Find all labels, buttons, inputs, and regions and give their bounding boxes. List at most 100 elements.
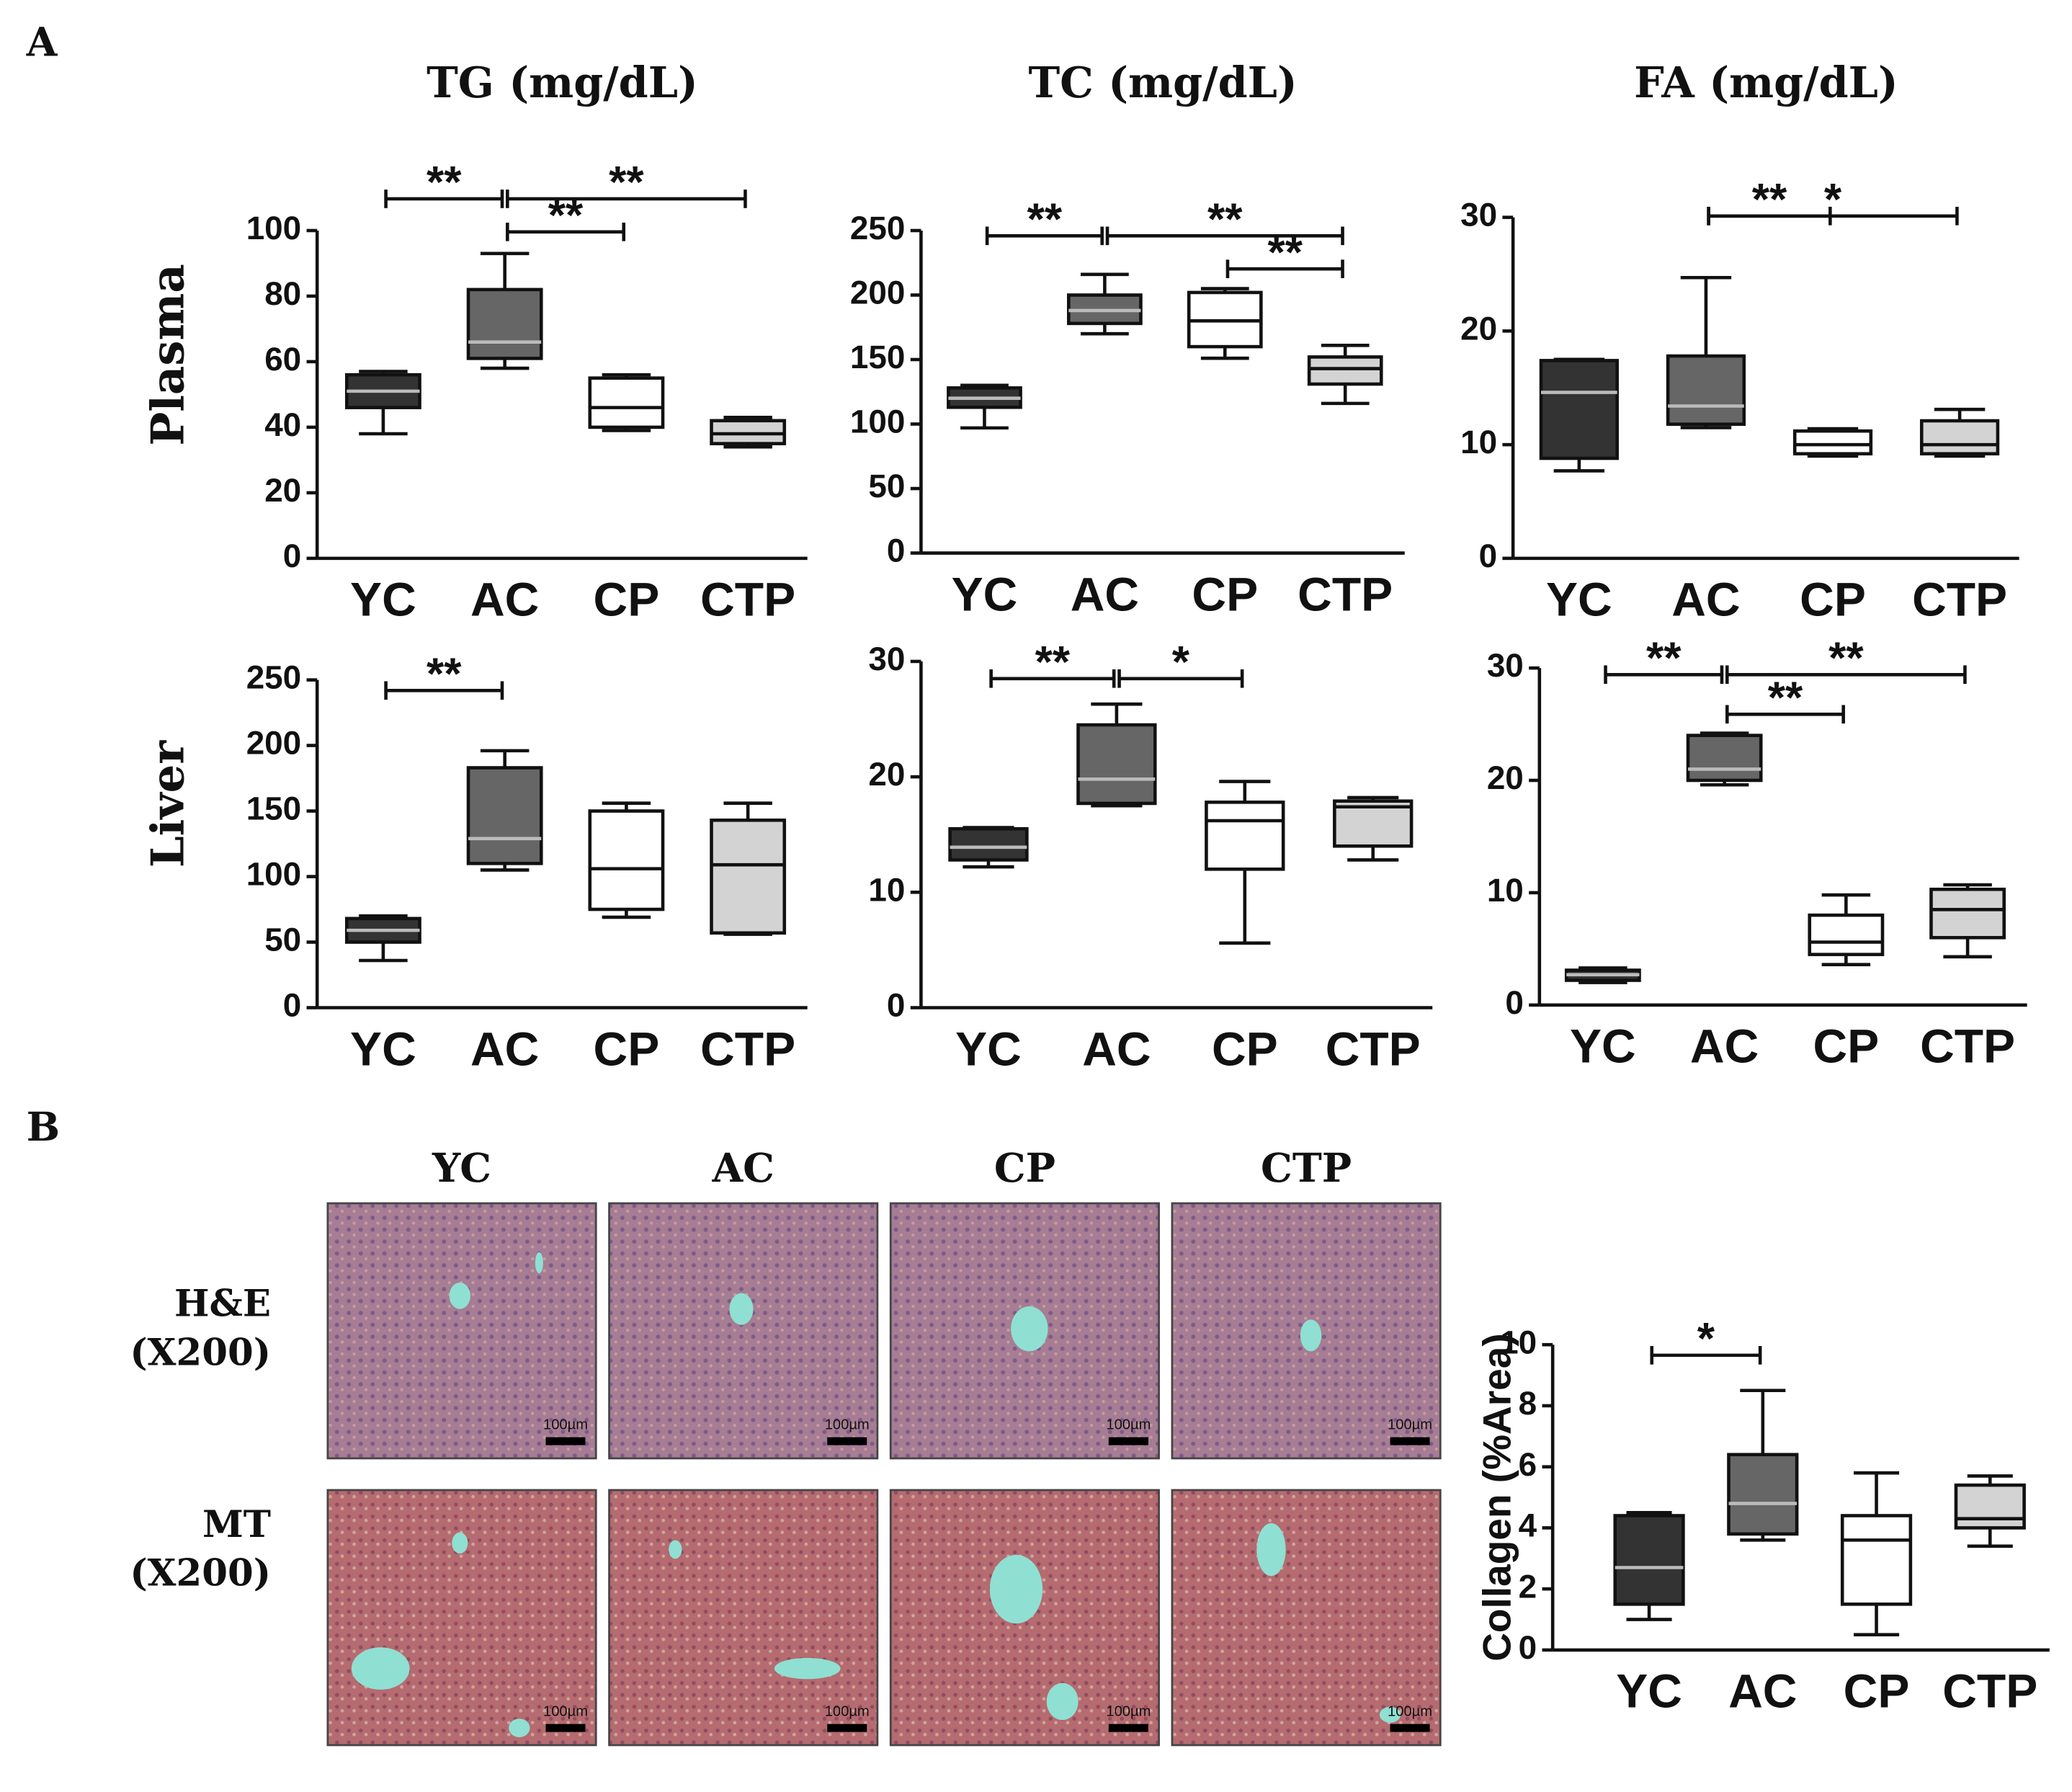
y-tick-label: 50	[868, 467, 905, 504]
y-tick-label: 2	[1519, 1567, 1537, 1605]
vessel	[449, 1282, 470, 1309]
box	[1727, 1453, 1799, 1536]
x-tick-label: YC	[350, 1022, 416, 1075]
x-tick-label: CTP	[1912, 573, 2007, 626]
y-tick-label: 60	[264, 340, 301, 378]
y-tick-label: 30	[1460, 196, 1497, 233]
box	[588, 809, 665, 911]
stain-label: MT	[202, 1503, 271, 1546]
scale-bar-label: 100µm	[543, 1417, 588, 1432]
column-label: CP	[994, 1144, 1055, 1191]
vessel	[669, 1540, 682, 1559]
significance-label: *	[1697, 1314, 1715, 1364]
x-tick-label: CP	[1800, 573, 1866, 626]
x-tick-label: CTP	[1298, 567, 1393, 620]
x-tick-label: AC	[1728, 1664, 1797, 1718]
box	[588, 376, 665, 429]
significance-label: **	[427, 158, 462, 208]
y-tick-label: 20	[1487, 759, 1524, 796]
box	[1205, 801, 1285, 871]
y-tick-label: 10	[1460, 423, 1497, 460]
y-tick-label: 20	[1460, 309, 1497, 347]
vessel	[1011, 1306, 1048, 1352]
y-tick-label: 0	[887, 532, 906, 569]
x-tick-label: CP	[1212, 1022, 1278, 1075]
scale-bar	[1108, 1437, 1148, 1445]
y-tick-label: 100	[850, 403, 906, 440]
x-tick-label: YC	[1616, 1664, 1682, 1718]
x-tick-label: YC	[952, 567, 1018, 620]
vessel	[774, 1657, 841, 1680]
significance-label: **	[1828, 633, 1864, 683]
vessel	[351, 1647, 410, 1690]
magnification-label: (X200)	[130, 1552, 271, 1595]
significance-label: **	[427, 649, 462, 699]
micrograph	[1171, 1489, 1442, 1747]
micrograph	[608, 1489, 879, 1747]
y-tick-label: 20	[868, 755, 905, 793]
y-tick-label: 0	[283, 986, 302, 1024]
scale-bar-label: 100µm	[1106, 1417, 1151, 1432]
row-label: Plasma	[140, 264, 194, 445]
x-tick-label: AC	[1671, 573, 1740, 626]
scale-bar	[1390, 1437, 1430, 1445]
box	[948, 826, 1029, 862]
box	[466, 766, 543, 865]
box	[1686, 734, 1763, 783]
x-tick-label: CP	[594, 1022, 660, 1075]
x-tick-label: AC	[1690, 1020, 1759, 1073]
y-tick-label: 50	[264, 921, 301, 958]
micrograph	[326, 1202, 597, 1460]
row-label: Liver	[140, 740, 194, 868]
significance-label: *	[1172, 638, 1190, 687]
box	[1919, 419, 2000, 456]
column-label: CTP	[1261, 1144, 1352, 1191]
box	[1539, 359, 1619, 460]
scale-bar-label: 100µm	[1388, 1417, 1432, 1432]
box	[1666, 354, 1746, 427]
box	[1840, 1514, 1913, 1606]
x-tick-label: AC	[1071, 567, 1139, 620]
y-tick-label: 30	[868, 640, 905, 677]
scale-bar-label: 100µm	[1388, 1703, 1432, 1719]
scale-bar-label: 100µm	[1106, 1703, 1151, 1719]
box	[1307, 355, 1383, 386]
x-tick-label: CTP	[1942, 1664, 2037, 1718]
column-label: AC	[711, 1144, 774, 1191]
y-tick-label: 80	[264, 275, 301, 312]
vessel	[1046, 1682, 1079, 1721]
x-tick-label: YC	[1546, 573, 1612, 626]
box	[1333, 799, 1414, 848]
y-tick-label: 0	[1519, 1628, 1537, 1666]
scale-bar	[827, 1437, 867, 1445]
y-tick-label: 4	[1519, 1507, 1537, 1544]
x-tick-label: YC	[350, 573, 416, 626]
y-tick-label: 10	[1487, 871, 1524, 909]
y-tick-label: 100	[246, 855, 302, 893]
y-tick-label: 0	[1505, 984, 1523, 1021]
significance-label: **	[1646, 633, 1682, 683]
scale-bar-label: 100µm	[543, 1703, 588, 1719]
vessel	[1256, 1523, 1286, 1577]
significance-label: **	[1768, 673, 1803, 723]
scale-bar-label: 100µm	[825, 1417, 870, 1432]
box	[1076, 723, 1157, 806]
vessel	[1300, 1319, 1322, 1352]
scale-bar	[1390, 1724, 1430, 1732]
vessel	[1379, 1706, 1401, 1723]
stain-label: H&E	[174, 1283, 271, 1326]
vessel	[989, 1554, 1043, 1624]
box	[1808, 913, 1885, 956]
x-tick-label: CP	[1813, 1020, 1879, 1073]
x-tick-label: CTP	[700, 1022, 795, 1075]
scale-bar	[545, 1437, 586, 1445]
x-tick-label: AC	[470, 1022, 539, 1075]
chart-title: FA (mg/dL)	[1634, 58, 1898, 107]
vessel	[452, 1532, 468, 1554]
significance-label: **	[1752, 175, 1787, 225]
micrograph	[608, 1202, 879, 1460]
x-tick-label: YC	[1570, 1020, 1636, 1073]
y-tick-label: 0	[1479, 537, 1498, 574]
x-tick-label: YC	[955, 1022, 1022, 1075]
significance-label: **	[1207, 195, 1243, 244]
